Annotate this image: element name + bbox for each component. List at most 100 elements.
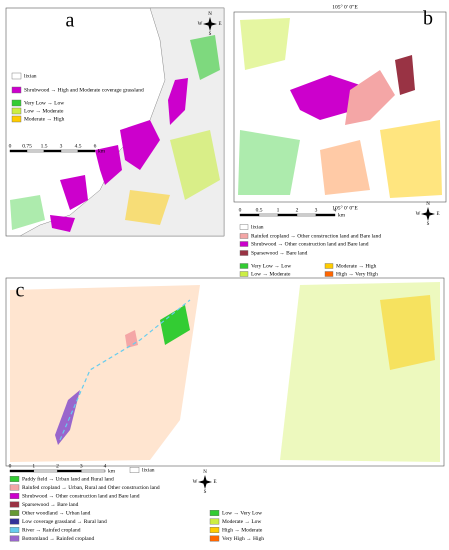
legend-label: Sparsewood → Bare land (251, 250, 308, 256)
legend-swatch (239, 233, 249, 239)
scale-tick-label: 3 (315, 207, 318, 213)
legend-label: Low coverage grassland → Rural land (22, 519, 107, 525)
scale-unit: km (98, 148, 106, 154)
legend-label: High → Moderate (222, 527, 263, 533)
compass-letter: W (416, 212, 421, 217)
scale-tick-label: 4 (334, 207, 337, 213)
scale-tick-label: 4.5 (75, 143, 82, 149)
compass-arrow (203, 17, 217, 31)
legend-label: Sparsewood → Bare land (22, 502, 79, 508)
scale-segment (60, 149, 79, 153)
legend-label: lixian (251, 224, 264, 230)
compass-letter: E (218, 22, 221, 27)
scale-segment (26, 149, 45, 153)
scale-tick-label: 3 (80, 463, 83, 469)
legend-label: Moderate → Low (222, 519, 261, 525)
compass-letter: E (213, 480, 216, 485)
panel-label: a (66, 10, 75, 32)
scale-tick-label: 1.5 (41, 143, 48, 149)
scale-unit: km (338, 212, 346, 218)
legend-label: Shrubwood → High and Moderate coverage g… (24, 87, 144, 93)
legend-label: lixian (142, 467, 155, 473)
legend-swatch (9, 510, 20, 516)
map-a (5, 7, 225, 237)
panel-label: b (423, 8, 433, 30)
scale-tick-label: 0 (9, 463, 12, 469)
scale-segment (296, 213, 317, 217)
scale-segment (9, 469, 34, 473)
legend-swatch (209, 535, 220, 542)
scale-segment (57, 469, 82, 473)
scale-tick-label: 4 (104, 463, 107, 469)
legend-label: River → Rainfed cropland (22, 526, 81, 533)
scale-tick-label: 0 (9, 143, 12, 149)
legend-label: Other woodland → Urban land (22, 510, 91, 516)
scale-segment (33, 469, 58, 473)
legend-label: Paddy field → Urban land and Rural land (22, 475, 114, 482)
compass-arrow (421, 207, 435, 221)
compass-letter: S (204, 490, 207, 495)
legend-swatch (324, 271, 334, 277)
compass-letter: N (203, 470, 207, 475)
scale-tick-label: 1 (32, 463, 35, 469)
scale-unit: km (108, 468, 116, 474)
scale-segment (239, 213, 260, 217)
scale-segment (43, 149, 62, 153)
legend-label: High → Very High (336, 271, 378, 277)
legend-swatch (9, 493, 20, 499)
legend-swatch (209, 510, 220, 516)
legend-swatch (9, 484, 20, 491)
legend-label: Shrubwood → Other construction land and … (251, 241, 369, 247)
legend-label: Moderate → High (336, 263, 377, 269)
legend-swatch (239, 250, 249, 256)
legend-swatch (11, 107, 22, 115)
legend-swatch (9, 518, 20, 525)
scale-tick-label: 6 (94, 143, 97, 149)
legend-label: lixian (24, 73, 37, 79)
scale-tick-label: 2 (296, 207, 299, 213)
coordinate-label: 105° 0′ 0″E (332, 3, 358, 10)
compass-letter: S (427, 222, 430, 227)
legend-swatch (324, 263, 334, 269)
scale-tick-label: 2 (56, 463, 59, 469)
legend-swatch (209, 527, 220, 533)
legend-label: Very High → High (222, 536, 264, 542)
scale-segment (315, 213, 336, 217)
compass-arrow (198, 475, 212, 489)
legend-swatch (9, 476, 20, 482)
legend-label: Very Low → Low (24, 100, 64, 106)
legend-swatch (11, 115, 22, 123)
compass-letter: W (198, 22, 203, 27)
legend-swatch (9, 501, 20, 508)
scale-tick-label: 0.75 (22, 143, 32, 149)
scale-tick-label: 3 (60, 143, 63, 149)
scale-segment (9, 149, 28, 153)
legend-label: Moderate → High (24, 116, 65, 122)
scale-segment (277, 213, 298, 217)
legend-swatch (11, 99, 22, 107)
map-c (5, 277, 445, 467)
legend-swatch (239, 241, 249, 247)
legend-label: Low → Moderate (24, 108, 64, 114)
compass-letter: N (426, 202, 430, 207)
compass-letter: E (436, 212, 439, 217)
legend-swatch (239, 224, 249, 230)
map-b (233, 11, 447, 203)
compass-letter: N (208, 12, 212, 17)
scale-segment (77, 149, 96, 153)
legend-label: Rainfed cropland → Other construction la… (251, 232, 381, 239)
scale-tick-label: 0.5 (256, 207, 263, 213)
scale-tick-label: 1 (277, 207, 280, 213)
legend-label: Bottomland → Rainfed cropland (22, 535, 94, 542)
legend-swatch (11, 86, 22, 94)
legend-label: Low → Moderate (251, 271, 291, 277)
legend-label: Very Low → Low (251, 263, 291, 269)
legend-swatch (9, 535, 20, 542)
scale-tick-label: 0 (239, 207, 242, 213)
panel-label: c (16, 280, 25, 302)
coordinate-label: 105° 0′ 0″E (332, 204, 358, 211)
compass-letter: S (209, 32, 212, 37)
legend-swatch (209, 518, 220, 525)
legend-swatch (129, 467, 140, 473)
